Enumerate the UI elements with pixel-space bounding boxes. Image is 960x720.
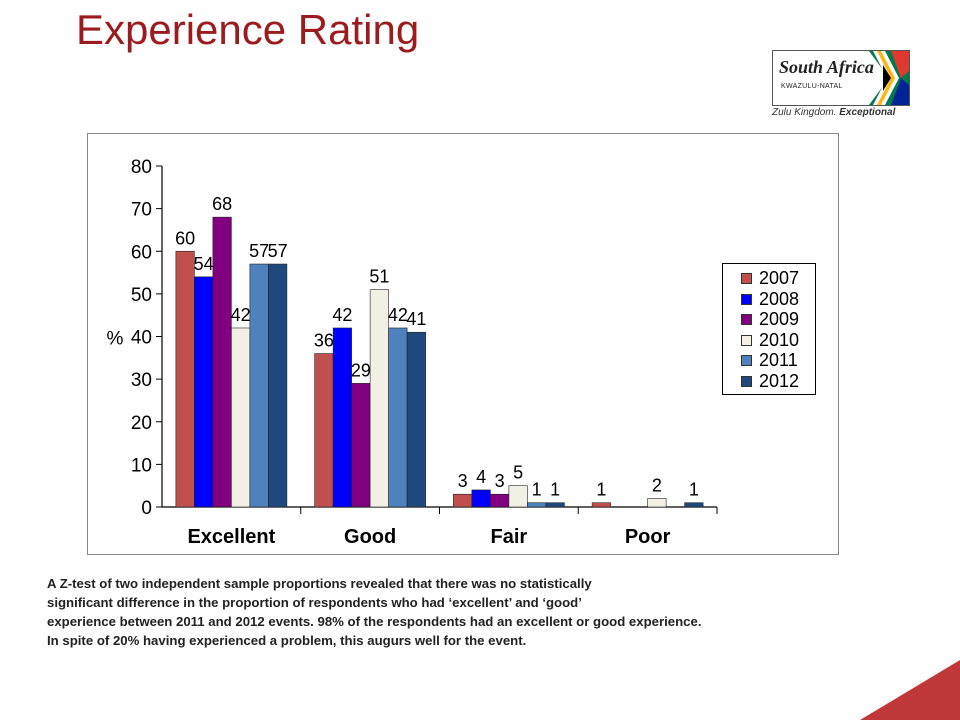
chart-legend: 2007 2008 2009 2010 2011 2012	[722, 263, 816, 395]
y-tick-label: 0	[141, 498, 152, 519]
note-line-4: In spite of 20% having experienced a pro…	[47, 633, 527, 648]
legend-label: 2011	[759, 350, 798, 370]
y-tick-label: 80	[131, 157, 152, 178]
y-tick-label: 70	[131, 200, 152, 221]
bar-2007-good	[314, 353, 334, 508]
legend-label: 2010	[759, 329, 800, 350]
bar-2010-excellent	[231, 327, 251, 508]
bar-2009-excellent	[212, 216, 232, 508]
corner-accent	[860, 660, 960, 720]
data-label: 1	[689, 480, 699, 500]
logo-tagline-part1: Zulu Kingdom.	[772, 107, 837, 118]
logo-brand-text: South Africa	[779, 57, 874, 77]
legend-item-2011: 2011	[741, 350, 815, 371]
data-label: 57	[249, 241, 269, 261]
x-category-label: Poor	[625, 526, 671, 548]
data-label: 1	[550, 480, 560, 500]
legend-label: 2008	[759, 288, 800, 309]
brand-logo: South Africa KWAZULU-NATAL Zulu Kingdom.…	[772, 50, 912, 122]
legend-item-2009: 2009	[741, 309, 815, 330]
bar-2010-fair	[508, 485, 528, 508]
bar-2012-good	[406, 331, 426, 508]
data-label: 36	[314, 331, 334, 351]
bar-2007-excellent	[175, 250, 195, 508]
flag-graphic	[869, 51, 909, 105]
data-label: 60	[175, 228, 195, 248]
analysis-note: A Z-test of two independent sample propo…	[47, 574, 867, 650]
x-category-label: Fair	[491, 526, 528, 548]
bar-2012-poor	[684, 502, 704, 508]
logo-tagline: Zulu Kingdom. Exceptional	[772, 107, 895, 118]
y-axis-label: %	[107, 329, 124, 350]
logo-badge: South Africa KWAZULU-NATAL	[772, 50, 910, 106]
corner-triangle	[860, 660, 960, 720]
legend-label: 2009	[759, 309, 800, 329]
legend-swatch	[741, 375, 752, 387]
data-label: 5	[513, 463, 523, 483]
bar-2008-fair	[471, 489, 491, 508]
y-tick-label: 30	[131, 370, 152, 391]
legend-label: 2012	[759, 370, 800, 391]
data-label: 42	[332, 305, 352, 325]
y-tick-label: 60	[131, 242, 152, 263]
bar-2011-excellent	[249, 263, 269, 508]
bar-2007-poor	[591, 502, 611, 508]
legend-item-2012: 2012	[741, 371, 815, 392]
note-line-3: experience between 2011 and 2012 events.…	[47, 614, 702, 629]
data-label: 4	[476, 467, 486, 487]
x-category-label: Good	[344, 526, 396, 548]
bar-2011-good	[388, 327, 408, 508]
data-label: 3	[458, 471, 468, 491]
note-line-1: A Z-test of two independent sample propo…	[47, 576, 592, 591]
data-label: 54	[194, 254, 214, 274]
y-tick-label: 50	[131, 285, 152, 306]
x-category-label: Excellent	[187, 526, 275, 548]
page-title: Experience Rating	[76, 6, 420, 53]
data-label: 42	[388, 305, 408, 325]
legend-swatch	[741, 273, 752, 284]
legend-item-2008: 2008	[741, 289, 815, 310]
y-tick-label: 20	[131, 413, 152, 434]
y-tick-label: 40	[131, 328, 152, 349]
legend-item-2010: 2010	[741, 330, 815, 351]
data-label: 41	[406, 309, 426, 329]
bar-2008-excellent	[194, 276, 214, 508]
bar-2012-fair	[545, 502, 565, 508]
legend-swatch	[741, 334, 752, 346]
note-line-2: significant difference in the proportion…	[47, 595, 582, 610]
bar-2007-fair	[453, 493, 473, 508]
bar-2009-good	[351, 383, 371, 508]
data-label: 68	[212, 194, 232, 214]
legend-swatch	[741, 293, 752, 305]
data-label: 3	[495, 471, 505, 491]
y-tick-label: 10	[131, 455, 152, 476]
legend-swatch	[741, 355, 752, 366]
legend-label: 2007	[759, 268, 800, 288]
data-label: 57	[268, 241, 288, 261]
bar-2010-good	[369, 289, 389, 508]
logo-tagline-part2: Exceptional	[839, 107, 896, 118]
bar-2008-good	[332, 327, 352, 508]
bar-2011-fair	[527, 502, 547, 508]
bar-2012-excellent	[268, 263, 288, 508]
legend-swatch	[741, 314, 752, 325]
bar-2009-fair	[490, 493, 510, 508]
legend-item-2007: 2007	[741, 268, 815, 289]
data-label: 51	[369, 267, 389, 287]
data-label: 1	[596, 480, 606, 500]
data-label: 29	[351, 360, 371, 380]
data-label: 1	[532, 480, 542, 500]
bar-2010-poor	[647, 498, 667, 508]
data-label: 2	[652, 475, 662, 495]
data-label: 42	[231, 305, 251, 325]
logo-region-text: KWAZULU-NATAL	[781, 83, 843, 90]
